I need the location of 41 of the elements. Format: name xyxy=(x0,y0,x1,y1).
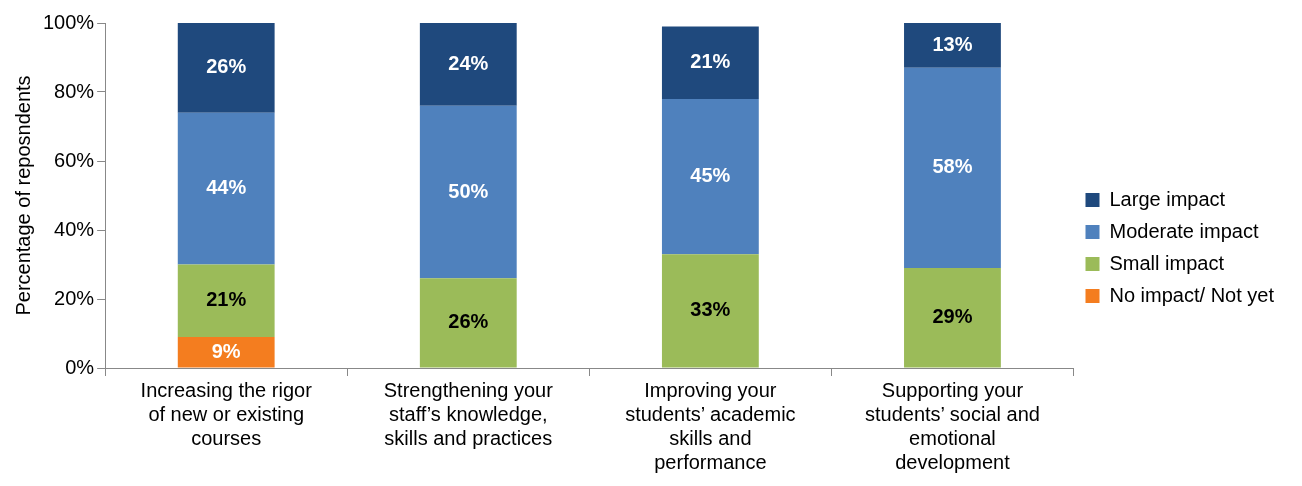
data-label: 13% xyxy=(932,32,973,55)
data-label: 29% xyxy=(932,305,973,328)
y-tick-label: 60% xyxy=(54,148,95,171)
bar xyxy=(177,336,275,368)
data-label: 26% xyxy=(206,55,247,78)
bar xyxy=(904,23,1001,68)
data-label: 58% xyxy=(932,155,973,178)
data-label: 24% xyxy=(448,51,489,74)
bar xyxy=(661,26,759,99)
bar xyxy=(904,67,1001,268)
y-axis-title: Percentage of reposndents xyxy=(11,75,34,316)
bar xyxy=(419,278,517,368)
bar xyxy=(419,23,517,106)
y-tick-label: 80% xyxy=(54,79,95,102)
data-label: 44% xyxy=(206,176,247,199)
y-tick-label: 0% xyxy=(65,355,95,378)
legend-label: Large impact xyxy=(1109,187,1226,210)
y-tick-label: 20% xyxy=(54,286,95,309)
data-label: 9% xyxy=(211,339,241,362)
bar xyxy=(177,264,275,337)
data-label: 21% xyxy=(206,288,247,311)
data-label: 26% xyxy=(448,310,489,333)
x-tick-label: Improving your students’ academic skills and performance xyxy=(625,378,796,473)
bar xyxy=(661,254,759,368)
y-tick-label: 100% xyxy=(43,10,95,33)
x-tick-label: Strengthening your staff’s knowledge, skills and practices xyxy=(383,378,554,449)
bar xyxy=(904,267,1001,368)
x-tick-label: Increasing the rigor of new or existing courses xyxy=(140,378,313,449)
bar xyxy=(177,112,275,265)
legend-label: No impact/ Not yet xyxy=(1109,283,1275,306)
bar xyxy=(177,23,275,113)
data-label: 50% xyxy=(448,179,489,202)
data-label: 45% xyxy=(690,164,731,187)
legend-label: Moderate impact xyxy=(1109,219,1259,242)
x-tick-label: Supporting your students’ social and emotional development xyxy=(864,378,1040,473)
legend-label: Small impact xyxy=(1109,251,1225,274)
y-tick-label: 40% xyxy=(54,217,95,240)
data-label: 33% xyxy=(690,298,731,321)
bar xyxy=(661,98,759,255)
data-label: 21% xyxy=(690,50,731,73)
bar xyxy=(419,105,517,279)
